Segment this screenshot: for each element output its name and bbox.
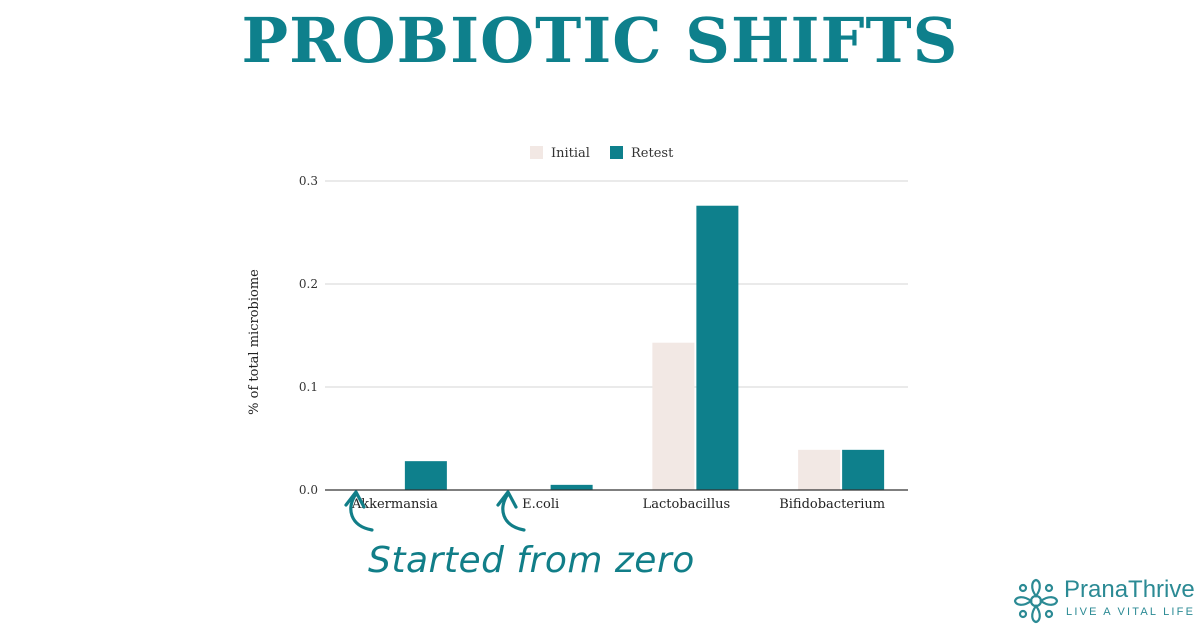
bar-initial-lactobacillus	[652, 342, 695, 490]
chart-axes: 0.0 0.1 0.2 0.3 Akkermansia E.coli Lactobacill…	[299, 174, 908, 512]
annotation-text: Started from zero	[368, 540, 695, 581]
x-tick-label: Lactobacillus	[643, 497, 731, 512]
curved-arrow-icon	[501, 492, 526, 532]
x-tick-label: Bifidobacterium	[779, 497, 885, 512]
y-tick-label: 0.3	[299, 174, 318, 188]
annotation-arrows	[344, 490, 526, 532]
y-tick-label: 0.0	[299, 483, 318, 497]
page-title: PROBIOTIC SHIFTS	[241, 4, 959, 77]
brand-name: PranaThrive	[1064, 576, 1195, 603]
y-tick-label: 0.2	[299, 277, 318, 291]
bar-retest-bifidobacterium	[842, 449, 885, 490]
bar-initial-bifidobacterium	[798, 449, 841, 490]
chart-gridlines	[325, 180, 908, 388]
legend-swatch-retest	[610, 146, 623, 159]
legend-label-retest: Retest	[631, 146, 674, 161]
lotus-icon	[1013, 578, 1059, 624]
x-tick-label: Akkermansia	[351, 497, 438, 512]
brand-tagline: LIVE A VITAL LIFE	[1066, 606, 1196, 618]
x-tick-label: E.coli	[522, 497, 559, 512]
y-axis-label: % of total microbiome	[247, 269, 262, 415]
y-tick-label: 0.1	[299, 380, 318, 394]
brand-logo: PranaThrive LIVE A VITAL LIFE	[1012, 576, 1196, 624]
legend-label-initial: Initial	[551, 146, 590, 161]
legend-swatch-initial	[530, 146, 543, 159]
arrow-head-icon	[344, 490, 366, 509]
chart-bars	[404, 205, 885, 490]
bar-retest-e-coli	[550, 484, 593, 490]
chart-legend: Initial Retest	[530, 146, 674, 161]
bar-retest-akkermansia	[404, 461, 447, 490]
arrow-head-icon	[496, 490, 518, 509]
bar-retest-lactobacillus	[696, 205, 739, 490]
curved-arrow-icon	[349, 492, 374, 532]
